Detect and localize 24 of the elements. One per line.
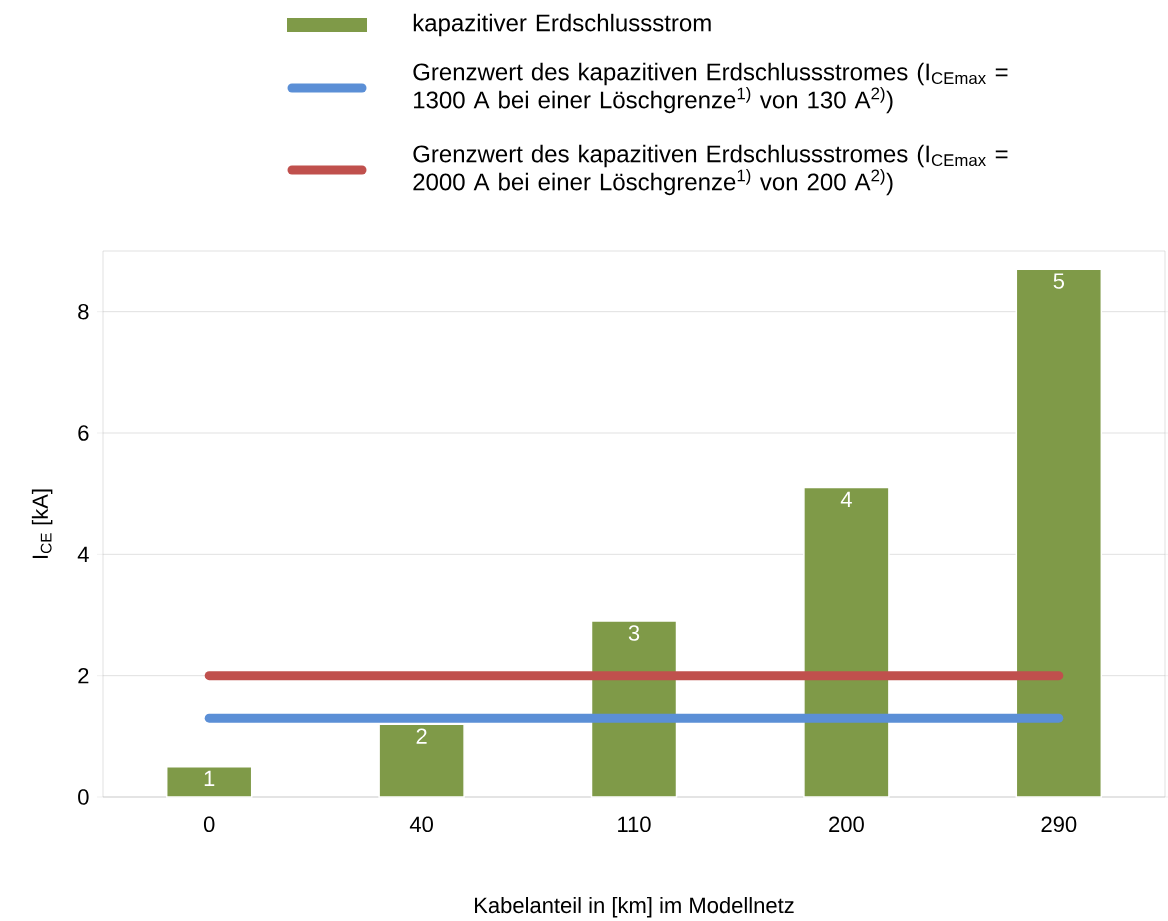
y-tick-label: 0 — [78, 789, 89, 805]
annotation: 5 — [1053, 273, 1064, 289]
legend-label: kapazitiver Erdschlussstrom — [413, 13, 711, 37]
y-tick-label: 6 — [78, 425, 89, 441]
bar — [378, 723, 465, 798]
bar — [165, 765, 253, 798]
bar — [803, 486, 890, 798]
text: Grenzwert des kapazitiven Erdschlussstromes (I$_{CEmax}$ = 1300 A bei einer Löschgrenze$^{1)}$ von 130 A$^{2)}$) — [413, 62, 1008, 114]
annotation: 4 — [840, 491, 852, 507]
x-axis-title: Kabelanteil in [km] im Modellnetz — [475, 896, 794, 918]
y-tick-label: 2 — [78, 667, 89, 684]
y-tick-label: 8 — [78, 303, 89, 320]
y-axis-title: I$_{CE}$ [kA] — [31, 489, 53, 558]
annotation: 2 — [416, 728, 427, 744]
x-tick-label: 290 — [1041, 816, 1077, 833]
x-tick-label: 40 — [409, 816, 433, 833]
x-tick-label: 200 — [829, 816, 864, 833]
annotation: 3 — [628, 625, 640, 641]
x-tick-label: 0 — [203, 816, 215, 833]
x-tick-label: 110 — [618, 816, 651, 833]
y-tick-label: 4 — [77, 546, 89, 562]
annotation: 1 — [204, 770, 215, 786]
text: Grenzwert des kapazitiven Erdschlussstromes (I$_{CEmax}$ = 2000 A bei einer Löschgrenze$^{1)}$ von 200 A$^{2)}$) — [413, 144, 1008, 196]
bar — [1015, 268, 1103, 798]
